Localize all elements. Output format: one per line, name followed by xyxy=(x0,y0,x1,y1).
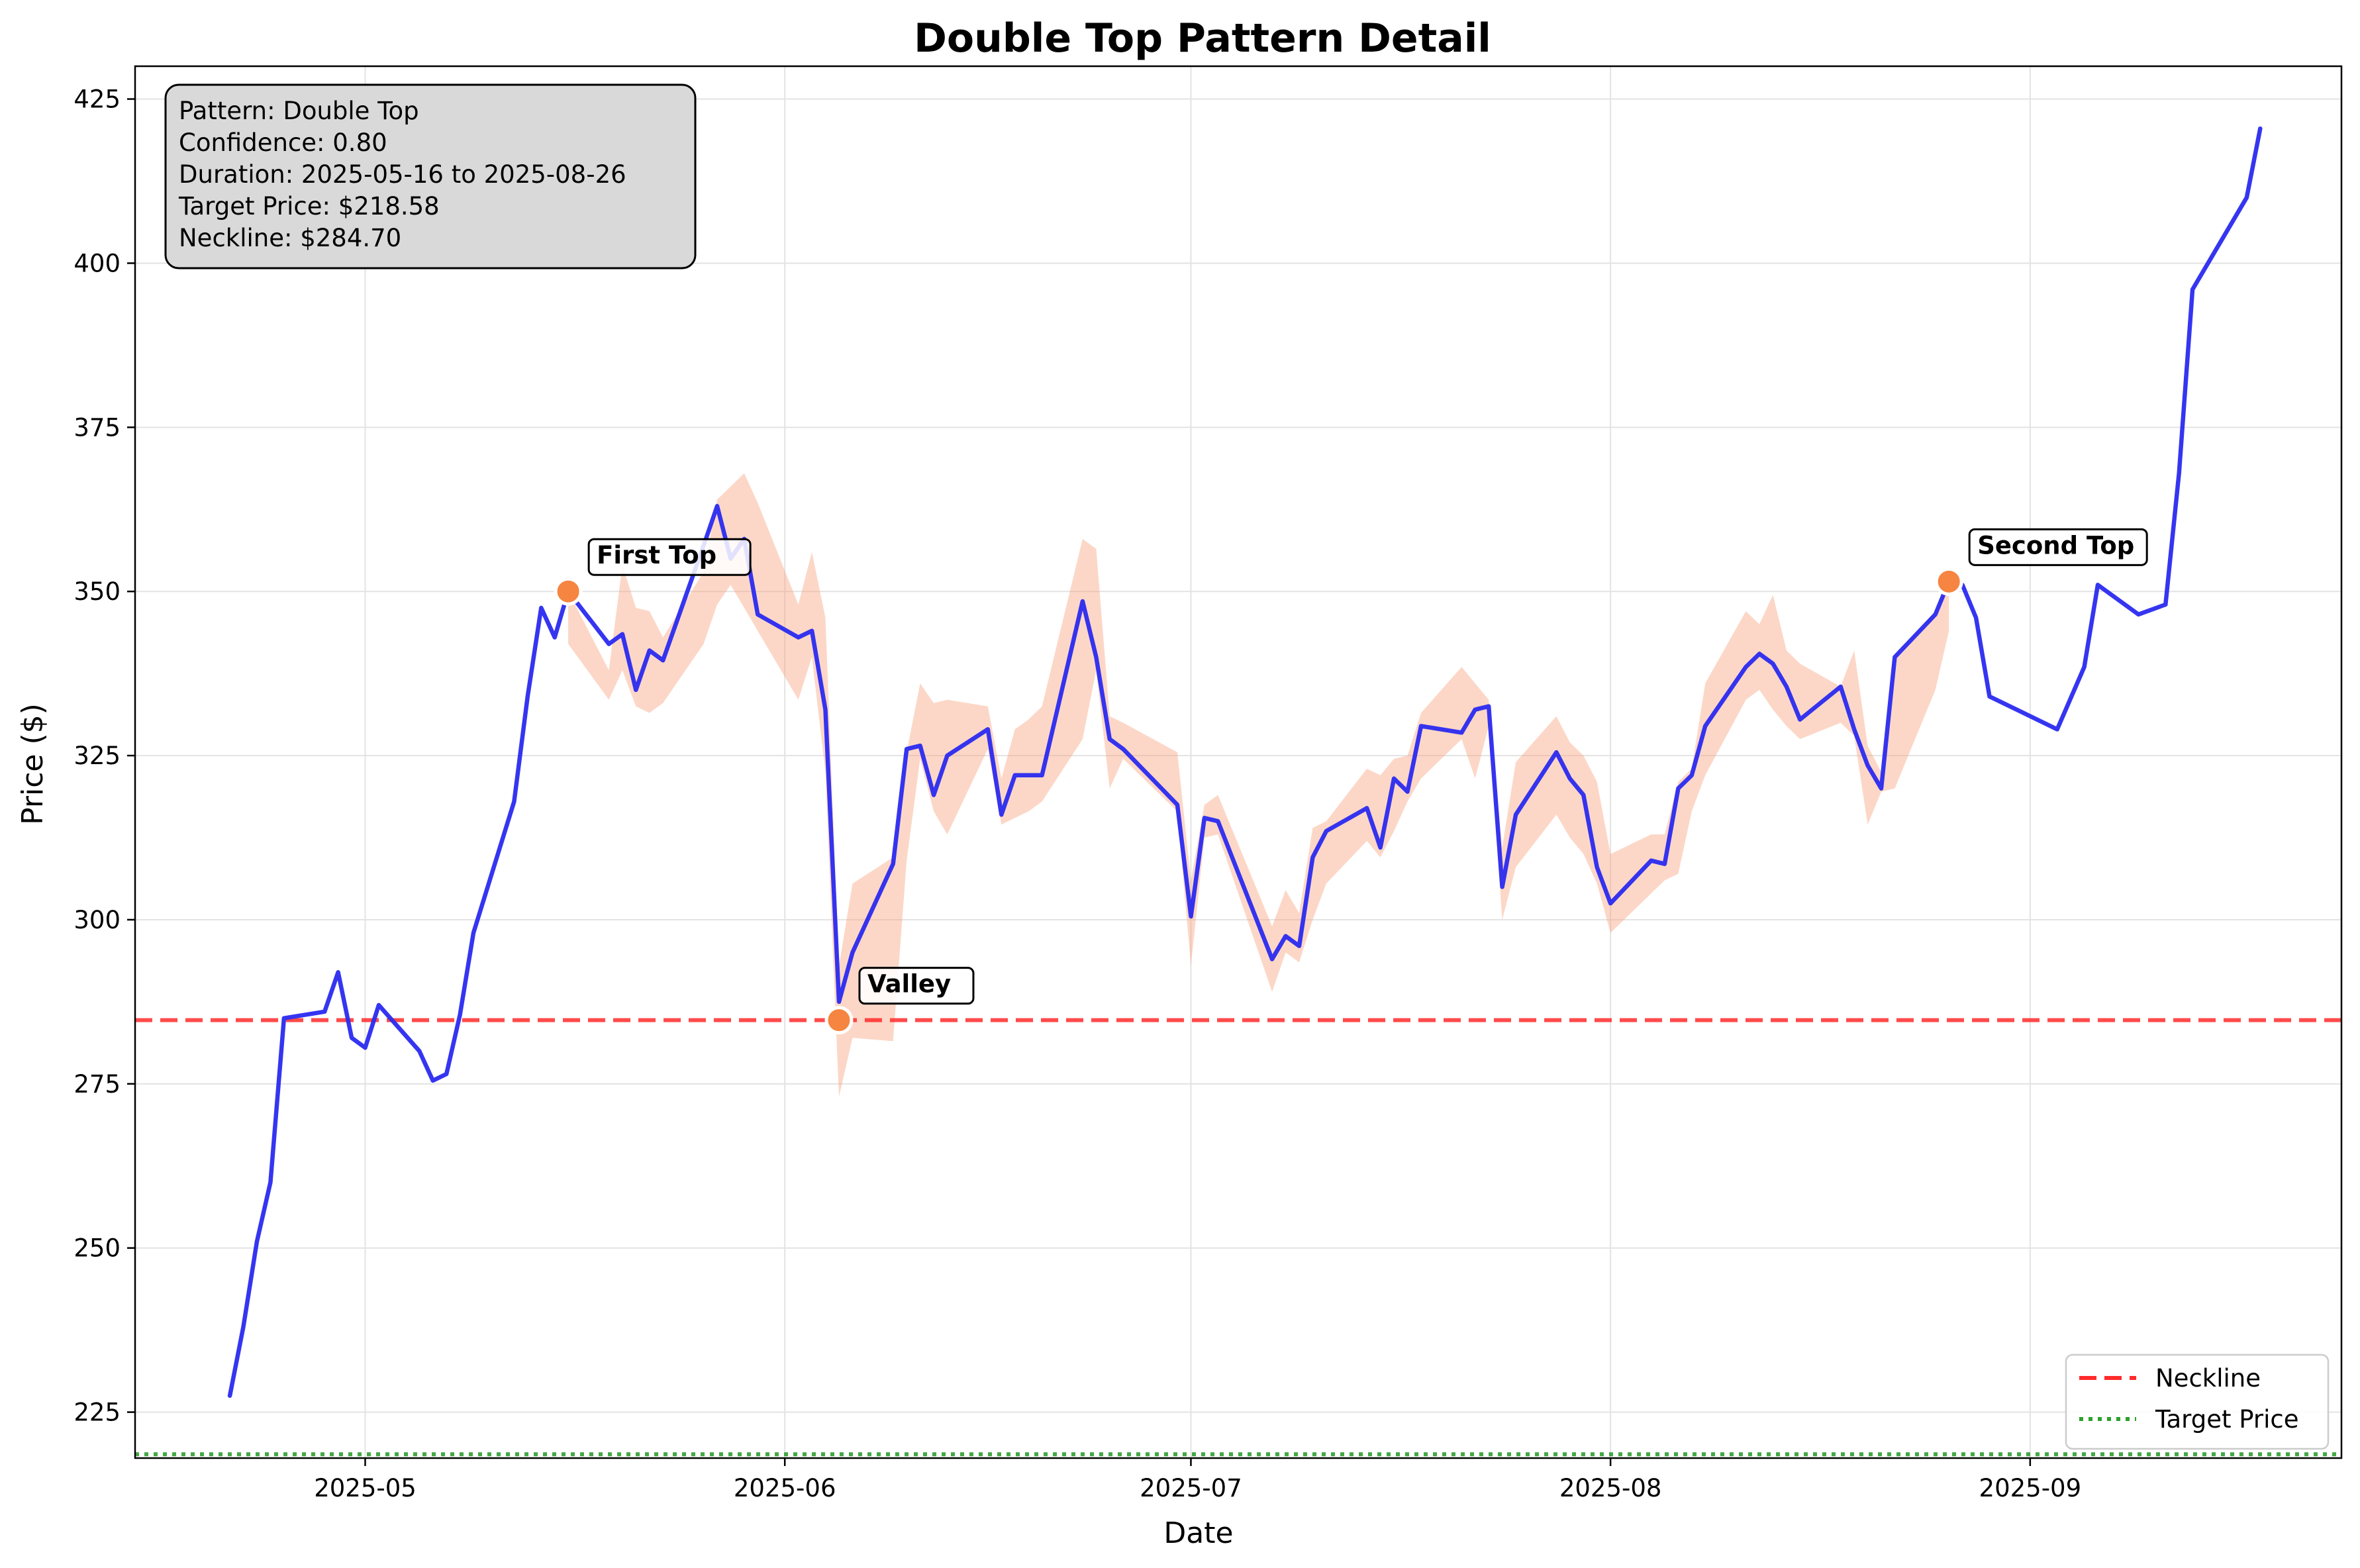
chart-title: Double Top Pattern Detail xyxy=(914,15,1491,62)
annotation-label: First Top xyxy=(597,541,716,569)
y-tick-label: 350 xyxy=(74,577,121,606)
reference-lines xyxy=(135,1018,2341,1457)
key-point-marker xyxy=(554,577,583,606)
y-tick-label: 250 xyxy=(74,1234,121,1263)
x-tick-label: 2025-07 xyxy=(1140,1474,1242,1502)
plot-frame xyxy=(134,65,2343,1459)
price-line xyxy=(227,126,2263,1398)
info-line: Target Price: $218.58 xyxy=(178,192,440,220)
y-tick-label: 275 xyxy=(74,1070,121,1099)
y-tick-label: 375 xyxy=(74,413,121,442)
y-tick-label: 300 xyxy=(74,906,121,934)
key-points-layer: First Top Valley Second Top xyxy=(554,528,2148,1035)
y-axis-title: Price ($) xyxy=(16,703,50,825)
info-line: Confidence: 0.80 xyxy=(179,128,387,157)
key-point-marker xyxy=(824,1006,854,1035)
info-box: Pattern: Double Top Confidence: 0.80 Durat… xyxy=(164,83,697,270)
x-tick-label: 2025-05 xyxy=(314,1474,417,1502)
price-series-layer xyxy=(227,126,2263,1398)
y-tick-label: 425 xyxy=(74,85,121,114)
info-line: Duration: 2025-05-16 to 2025-08-26 xyxy=(179,160,626,189)
legend: Neckline Target Price xyxy=(2065,1353,2330,1450)
legend-label-target: Target Price xyxy=(2155,1405,2299,1434)
key-point-marker xyxy=(1934,567,1963,596)
y-tick-label: 225 xyxy=(74,1398,121,1427)
x-tick-label: 2025-09 xyxy=(1979,1474,2082,1502)
annotation-box xyxy=(1968,528,2148,566)
annotation-box xyxy=(858,967,975,1005)
annotation-label: Second Top xyxy=(1977,531,2134,560)
x-tick-label: 2025-06 xyxy=(734,1474,836,1502)
info-box-background xyxy=(164,83,697,270)
legend-label-neckline: Neckline xyxy=(2155,1364,2261,1393)
annotation-box xyxy=(587,538,752,576)
annotation-label: Valley xyxy=(867,970,951,999)
info-line: Neckline: $284.70 xyxy=(179,224,401,252)
info-line: Pattern: Double Top xyxy=(179,97,419,125)
x-tick-label: 2025-08 xyxy=(1559,1474,1662,1502)
y-tick-label: 325 xyxy=(74,742,121,770)
y-tick-label: 400 xyxy=(74,249,121,277)
axis-ticks: 225 250 275 300 325 350 375 400 425 2025-05 2025-0… xyxy=(74,85,2081,1502)
x-axis-title: Date xyxy=(1163,1516,1233,1550)
